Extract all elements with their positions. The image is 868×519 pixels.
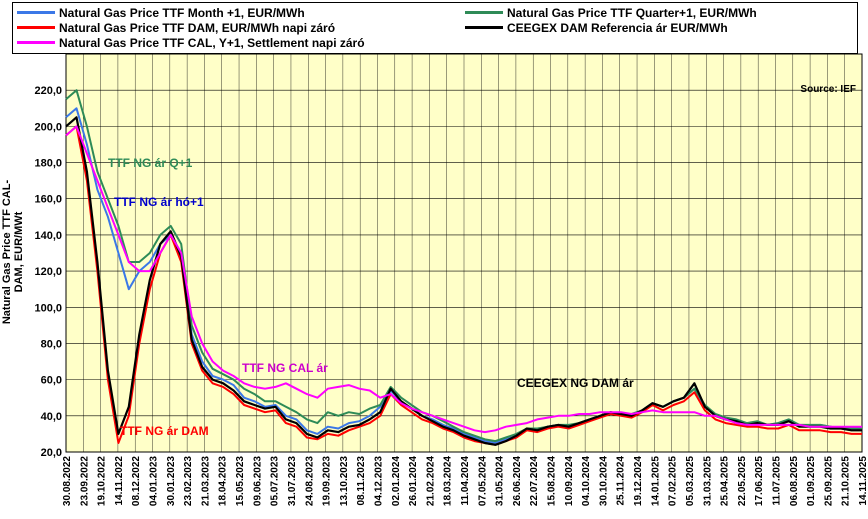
x-tick-label: 02.01.2024	[391, 456, 402, 506]
x-tick-label: 19.10.2022	[97, 456, 108, 506]
annotation-cal: TTF NG CAL ár	[242, 361, 328, 375]
series-line-2	[65, 125, 862, 446]
x-tick-label: 07.05.2024	[477, 456, 488, 506]
x-tick-label: 31.03.2025	[702, 456, 713, 506]
x-tick-label: 21.10.2025	[841, 456, 852, 506]
legend-swatch	[465, 26, 503, 30]
x-tick-label: 22.07.2024	[529, 456, 540, 506]
y-tick-label: 160,0	[34, 194, 62, 206]
x-tick-label: 11.07.2025	[771, 456, 782, 506]
y-tick-label: 40,0	[41, 411, 62, 423]
x-tick-label: 01.09.2025	[806, 456, 817, 506]
x-tick-label: 04.01.2023	[149, 456, 160, 506]
legend-item-cal: Natural Gas Price TTF CAL, Y+1, Settleme…	[17, 36, 365, 50]
x-tick-label: 07.02.2025	[668, 456, 679, 506]
x-tick-label: 14.01.2025	[650, 456, 661, 506]
series-lines	[65, 89, 862, 446]
x-tick-label: 06.08.2025	[789, 456, 800, 506]
x-tick-label: 13.10.2023	[339, 456, 350, 506]
legend-label: CEEGEX DAM Referencia ár EUR/MWh	[507, 21, 728, 35]
x-tick-label: 14.11.2022	[114, 456, 125, 506]
x-tick-label: 10.09.2024	[564, 456, 575, 506]
legend-item-ceegex: CEEGEX DAM Referencia ár EUR/MWh	[465, 21, 728, 35]
x-tick-label: 26.06.2024	[512, 456, 523, 506]
x-tick-label: 14.11.2025	[858, 456, 868, 506]
legend-swatch	[17, 11, 55, 15]
legend-item-quarter1: Natural Gas Price TTF Quarter+1, EUR/MWh	[465, 6, 757, 20]
x-tick-label: 23.09.2022	[79, 456, 90, 506]
x-tick-label: 08.12.2022	[131, 456, 142, 506]
x-tick-label: 15.08.2024	[547, 456, 558, 506]
annotation-ceegex: CEEGEX NG DAM ár	[517, 376, 634, 390]
x-tick-label: 18.04.2023	[218, 456, 229, 506]
x-tick-label: 31.05.2024	[495, 456, 506, 506]
x-tick-label: 05.03.2025	[685, 456, 696, 506]
x-tick-label: 17.06.2025	[754, 456, 765, 506]
y-tick-label: 140,0	[34, 230, 62, 242]
x-tick-label: 23.02.2023	[183, 456, 194, 506]
x-tick-label: 19.09.2023	[322, 456, 333, 506]
legend-label: Natural Gas Price TTF Month +1, EUR/MWh	[59, 6, 305, 20]
legend-label: Natural Gas Price TTF DAM, EUR/MWh napi …	[59, 21, 336, 35]
legend-swatch	[17, 26, 55, 30]
x-tick-label: 22.05.2025	[737, 456, 748, 506]
legend-label: Natural Gas Price TTF CAL, Y+1, Settleme…	[59, 36, 365, 50]
x-tick-label: 26.01.2024	[408, 456, 419, 506]
y-tick-label: 20,0	[41, 447, 62, 459]
x-tick-label: 25.09.2025	[823, 456, 834, 506]
x-tick-label: 05.07.2023	[270, 456, 281, 506]
series-line-1	[65, 89, 862, 443]
x-tick-label: 30.01.2023	[166, 456, 177, 506]
x-tick-label: 15.05.2023	[235, 456, 246, 506]
x-tick-label: 04.10.2024	[581, 456, 592, 506]
legend-item-month1: Natural Gas Price TTF Month +1, EUR/MWh	[17, 6, 305, 20]
x-tick-label: 09.06.2023	[252, 456, 263, 506]
y-tick-label: 120,0	[34, 266, 62, 278]
x-tick-label: 21.02.2024	[425, 456, 436, 506]
y-tick-label: 180,0	[34, 158, 62, 170]
x-axis-ticks: 30.08.2022 23.09.2022 19.10.2022 14.11.2022…	[62, 456, 868, 506]
y-tick-label: 80,0	[41, 338, 62, 350]
source-label: Source: IEF	[800, 84, 856, 95]
y-tick-label: 100,0	[34, 302, 62, 314]
series-line-4	[65, 125, 862, 434]
legend-swatch	[17, 41, 55, 45]
x-tick-label: 31.07.2023	[287, 456, 298, 506]
x-tick-label: 30.08.2022	[62, 456, 73, 506]
y-tick-label: 60,0	[41, 375, 62, 387]
legend: Natural Gas Price TTF Month +1, EUR/MWh …	[12, 2, 858, 54]
x-tick-label: 25.04.2025	[720, 456, 731, 506]
legend-label: Natural Gas Price TTF Quarter+1, EUR/MWh	[507, 6, 757, 20]
x-tick-label: 30.10.2024	[598, 456, 609, 506]
x-tick-label: 25.11.2024	[616, 456, 627, 506]
x-tick-label: 04.12.2023	[373, 456, 384, 506]
x-tick-label: 08.11.2023	[356, 456, 367, 506]
gridlines	[65, 54, 863, 453]
annotation-month1: TTF NG ár hó+1	[114, 195, 204, 209]
y-axis-label: Natural Gas Price TTF CAL-DAM, EUR/MWt	[1, 179, 25, 325]
annotation-dam: TTF NG ár DAM	[120, 424, 209, 438]
y-tick-label: 200,0	[34, 121, 62, 133]
y-tick-label: 220,0	[34, 85, 62, 97]
x-tick-label: 19.12.2024	[633, 456, 644, 506]
legend-item-dam: Natural Gas Price TTF DAM, EUR/MWh napi …	[17, 21, 335, 35]
annotation-q1: TTF NG ár Q+1	[108, 156, 193, 170]
x-tick-label: 18.03.2024	[443, 456, 454, 506]
legend-swatch	[465, 11, 503, 15]
x-tick-label: 24.08.2023	[304, 456, 315, 506]
x-tick-label: 11.04.2024	[460, 456, 471, 506]
y-axis-ticks: 20,0 40,0 60,0 80,0 100,0 120,0 140,0 160,0 180,…	[34, 85, 62, 459]
x-tick-label: 21.03.2023	[200, 456, 211, 506]
